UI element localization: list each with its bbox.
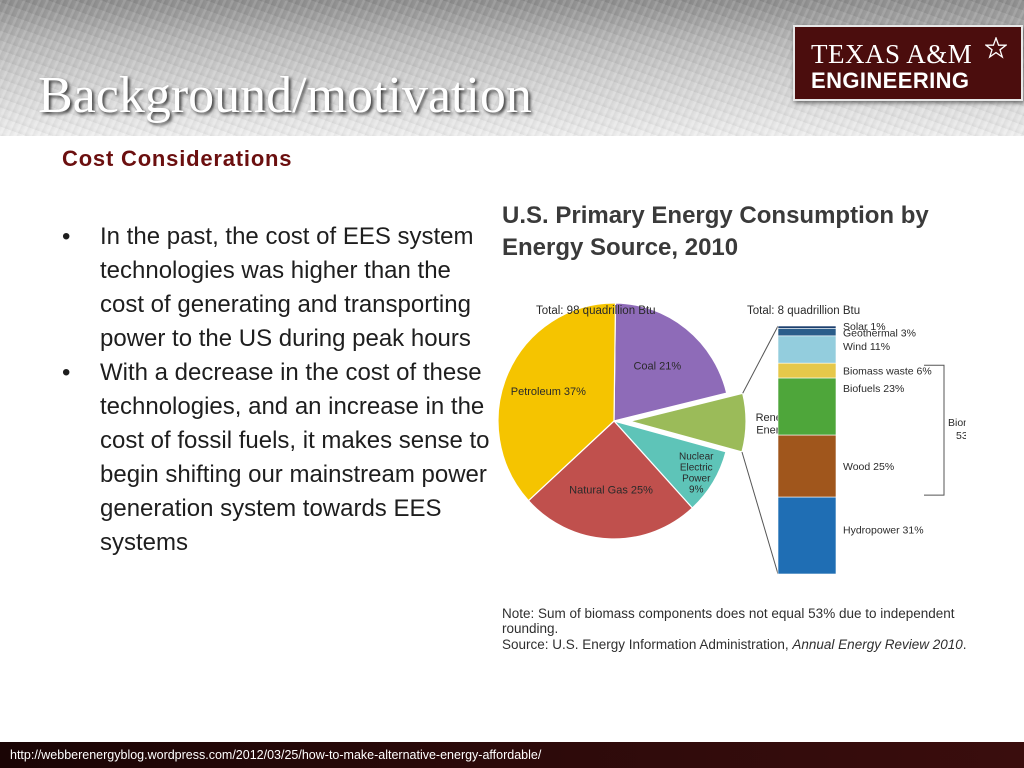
biomass-bracket bbox=[924, 364, 945, 496]
bar-label-geothermal: Geothermal 3% bbox=[843, 327, 916, 339]
bullet-list: • In the past, the cost of EES system te… bbox=[62, 220, 492, 560]
bullet-text: In the past, the cost of EES system tech… bbox=[100, 223, 474, 352]
bar-total-label: Total: 8 quadrillion Btu bbox=[747, 305, 860, 317]
pie-total-label: Total: 98 quadrillion Btu bbox=[536, 305, 656, 317]
chart-source-suffix: . bbox=[962, 637, 967, 652]
pie-label-nuclear-electric-power: Nuclear Electric Power 9% bbox=[679, 451, 714, 495]
bar-label-biofuels: Biofuels 23% bbox=[843, 383, 904, 395]
slide-title: Background/motivation bbox=[38, 67, 532, 124]
bar-segment-wood bbox=[777, 434, 837, 498]
bar-label-wood: Wood 25% bbox=[843, 461, 894, 473]
section-subtitle: Cost Considerations bbox=[62, 146, 293, 171]
pie-label-natural-gas: Natural Gas 25% bbox=[569, 484, 653, 496]
pie-slice-petroleum bbox=[497, 302, 617, 502]
footer-source-link[interactable]: http://webberenergyblog.wordpress.com/20… bbox=[10, 748, 542, 762]
pie-slice-natural-gas bbox=[527, 420, 694, 540]
chart-source: Source: U.S. Energy Information Administ… bbox=[502, 637, 1002, 652]
bullet-icon: • bbox=[62, 359, 71, 386]
connector-line-bottom bbox=[741, 451, 779, 575]
biomass-bracket-label: Biomass53%* bbox=[948, 417, 966, 442]
energy-chart: Coal 21%RenewableEnergy 8%NuclearElectri… bbox=[497, 302, 966, 575]
bar-label-hydropower: Hydropower 31% bbox=[843, 525, 924, 537]
pie-slice-coal bbox=[613, 302, 728, 422]
logo-line-1: TEXAS A&M bbox=[811, 39, 973, 69]
pie-label-petroleum: Petroleum 37% bbox=[511, 386, 586, 398]
footer-bar: http://webberenergyblog.wordpress.com/20… bbox=[0, 742, 1024, 768]
bar-label-biomass-waste: Biomass waste 6% bbox=[843, 366, 932, 378]
chart-source-title: Annual Energy Review 2010 bbox=[792, 637, 963, 652]
bar-label-wind: Wind 11% bbox=[843, 341, 890, 353]
bar-label-solar: Solar 1% bbox=[843, 321, 886, 333]
bar-segment-solar bbox=[777, 325, 837, 329]
logo-line-2: ENGINEERING bbox=[811, 68, 970, 93]
pie-label-coal: Coal 21% bbox=[633, 361, 681, 373]
stacked-bar-chart: Total: 8 quadrillion Btu Solar 1%Geotherm… bbox=[741, 305, 966, 575]
bar-segment-biofuels bbox=[777, 377, 837, 436]
star-icon bbox=[985, 37, 1007, 59]
bar-segment-hydropower bbox=[777, 496, 837, 575]
connector-line-top bbox=[742, 325, 779, 394]
bullet-icon: • bbox=[62, 223, 71, 250]
pie-slice-renewable-energy bbox=[627, 392, 747, 453]
bullet-item: • With a decrease in the cost of these t… bbox=[62, 356, 492, 560]
chart-source-prefix: Source: U.S. Energy Information Administ… bbox=[502, 637, 793, 652]
bar-segment-biomass-waste bbox=[777, 362, 837, 379]
bullet-text: With a decrease in the cost of these tec… bbox=[100, 359, 490, 556]
texas-am-engineering-logo: TEXAS A&M ENGINEERING bbox=[793, 25, 1023, 101]
chart-title: U.S. Primary Energy Consumption by Energ… bbox=[502, 202, 929, 261]
bullet-item: • In the past, the cost of EES system te… bbox=[62, 220, 492, 356]
bar-segment-wind bbox=[777, 335, 837, 364]
chart-note: Note: Sum of biomass components does not… bbox=[502, 606, 955, 636]
bar-segment-geothermal bbox=[777, 328, 837, 337]
pie-chart: Coal 21%RenewableEnergy 8%NuclearElectri… bbox=[497, 302, 811, 540]
